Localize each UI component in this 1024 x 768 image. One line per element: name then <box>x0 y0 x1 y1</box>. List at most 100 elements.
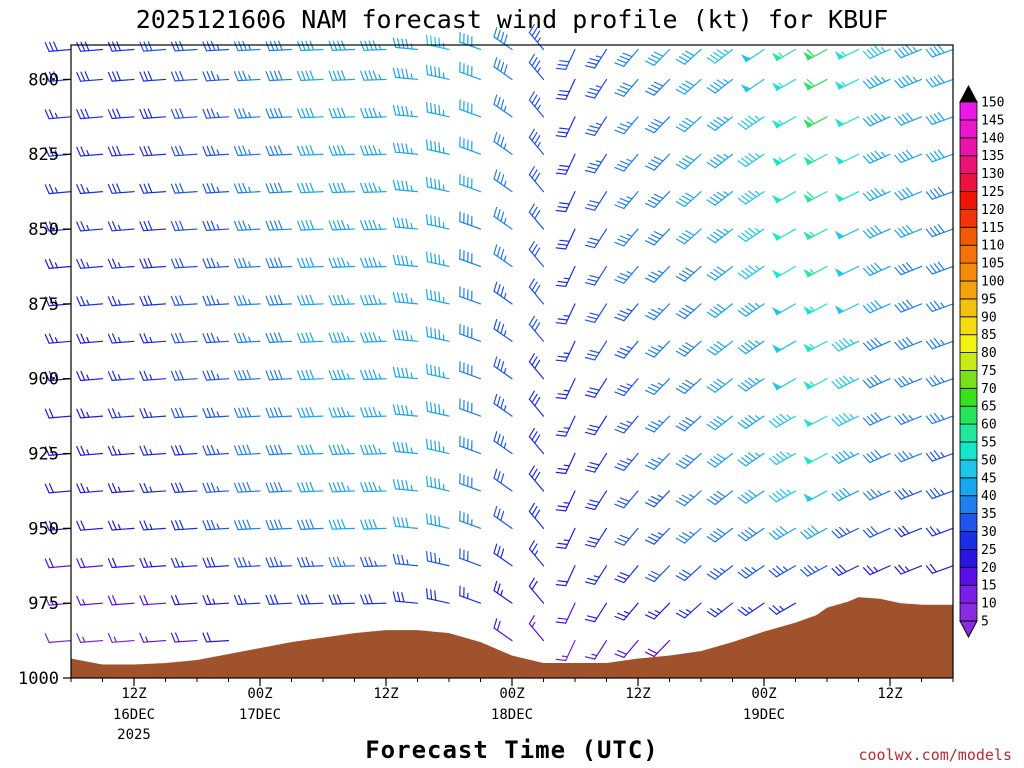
wind-barb <box>139 370 167 381</box>
colorbar: 5 10 15 20 25 30 35 40 45 50 55 60 65 70 75 80 85 90 95 100… <box>959 84 1004 639</box>
wind-barb <box>139 295 167 307</box>
wind-barb <box>76 595 104 606</box>
wind-barb <box>170 482 198 493</box>
wind-barb <box>645 639 671 658</box>
wind-barb <box>925 111 954 126</box>
wind-barb <box>170 632 198 643</box>
wind-barb <box>170 519 198 531</box>
wind-barb <box>392 104 419 118</box>
wind-barb <box>894 149 923 164</box>
wind-barb <box>265 444 293 456</box>
wind-barb <box>831 526 860 539</box>
wind-barb <box>645 265 671 283</box>
wind-barb <box>233 220 261 231</box>
colorbar-label: 140 <box>981 131 1004 146</box>
wind-barb <box>139 557 167 568</box>
wind-barb <box>862 412 891 426</box>
wind-barb <box>233 257 261 269</box>
wind-barb <box>392 441 419 455</box>
wind-barb <box>426 214 450 230</box>
wind-barb <box>834 116 860 128</box>
wind-barb <box>328 594 356 605</box>
wind-barb <box>107 520 135 531</box>
wind-barb <box>584 527 608 548</box>
wind-barb <box>803 378 828 390</box>
wind-barb <box>862 337 891 351</box>
colorbar-swatch <box>959 423 978 443</box>
wind-barb <box>265 482 293 493</box>
wind-barb <box>493 356 513 380</box>
colorbar-swatch <box>959 602 978 622</box>
wind-barb <box>392 254 419 268</box>
wind-barb <box>584 228 608 249</box>
wind-barb <box>139 108 167 120</box>
wind-barb <box>426 101 450 118</box>
wind-barb <box>328 294 356 306</box>
wind-barb <box>233 594 261 606</box>
wind-barb <box>894 337 923 351</box>
wind-barb <box>803 415 828 427</box>
wind-barb <box>645 602 671 620</box>
wind-barb <box>139 41 167 52</box>
wind-barb <box>803 48 828 61</box>
plot-area <box>44 24 954 679</box>
wind-barb <box>834 191 860 202</box>
wind-barb <box>233 40 261 52</box>
colorbar-label: 125 <box>981 185 1004 200</box>
x-tick-label: 00Z <box>751 686 776 702</box>
wind-barb <box>459 473 482 492</box>
colorbar-swatch <box>959 352 978 371</box>
wind-barb <box>44 557 72 569</box>
wind-barb <box>170 557 198 568</box>
wind-barb <box>233 444 261 456</box>
wind-barb <box>76 296 104 307</box>
wind-barb <box>202 220 230 231</box>
wind-barb <box>614 191 639 210</box>
wind-barb <box>297 107 324 119</box>
wind-barb <box>44 633 72 644</box>
wind-barb <box>645 527 671 545</box>
wind-barb <box>297 220 324 231</box>
wind-barb <box>614 527 639 546</box>
wind-barb <box>76 520 104 531</box>
colorbar-label: 85 <box>981 328 997 343</box>
wind-barb <box>584 415 608 436</box>
wind-barb <box>925 375 954 387</box>
wind-barb <box>862 488 891 501</box>
wind-barb <box>297 519 324 531</box>
wind-barb <box>803 153 828 166</box>
colorbar-label: 135 <box>981 149 1004 164</box>
wind-barb <box>584 639 608 660</box>
wind-barb <box>170 145 198 157</box>
wind-barb <box>76 370 104 382</box>
colorbar-label: 20 <box>981 561 997 576</box>
colorbar-swatch <box>959 549 978 568</box>
wind-barb <box>771 116 797 129</box>
wind-barb <box>139 220 167 232</box>
colorbar-swatch <box>959 369 978 389</box>
wind-barb <box>528 577 545 604</box>
wind-barb <box>202 257 230 269</box>
y-tick-label: 950 <box>28 519 59 539</box>
x-tick-label: 12Z <box>121 686 146 702</box>
wind-barb <box>233 295 261 306</box>
wind-barb <box>584 116 608 136</box>
wind-barb <box>328 220 356 231</box>
wind-barb <box>803 303 828 315</box>
credit-text[interactable]: coolwx.com/models <box>858 746 1012 764</box>
y-tick-label: 975 <box>28 594 59 614</box>
wind-barb <box>675 452 702 469</box>
colorbar-label: 25 <box>981 543 997 558</box>
wind-barb <box>862 225 891 239</box>
surface-terrain <box>71 597 953 678</box>
wind-barb <box>493 580 513 604</box>
wind-barb <box>459 323 482 342</box>
wind-barb <box>44 183 72 195</box>
wind-barb <box>426 176 450 193</box>
wind-barb <box>803 116 828 128</box>
chart-title: 2025121606 NAM forecast wind profile (kt… <box>136 5 889 34</box>
wind-barb <box>675 602 702 619</box>
wind-barb <box>645 153 671 171</box>
wind-barb <box>107 183 135 194</box>
wind-barb <box>170 183 198 194</box>
